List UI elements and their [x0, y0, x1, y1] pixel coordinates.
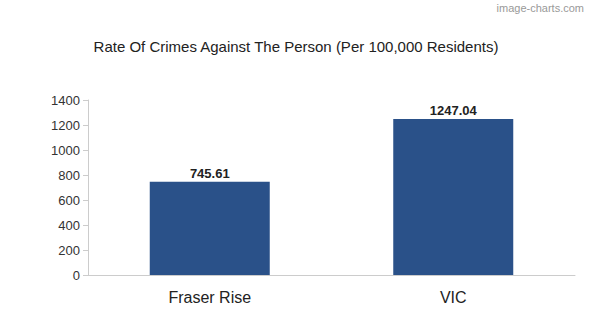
svg-text:800: 800	[58, 168, 80, 183]
svg-text:0: 0	[73, 268, 80, 283]
svg-text:VIC: VIC	[440, 289, 467, 306]
svg-text:1200: 1200	[51, 118, 80, 133]
svg-text:1400: 1400	[51, 93, 80, 108]
svg-text:Fraser Rise: Fraser Rise	[168, 289, 251, 306]
svg-text:200: 200	[58, 243, 80, 258]
svg-text:745.61: 745.61	[190, 166, 230, 181]
svg-text:image-charts.com: image-charts.com	[497, 2, 584, 14]
svg-text:Rate Of Crimes Against The Per: Rate Of Crimes Against The Person (Per 1…	[94, 38, 499, 55]
svg-text:400: 400	[58, 218, 80, 233]
svg-text:1000: 1000	[51, 143, 80, 158]
svg-text:600: 600	[58, 193, 80, 208]
svg-text:1247.04: 1247.04	[430, 103, 478, 118]
